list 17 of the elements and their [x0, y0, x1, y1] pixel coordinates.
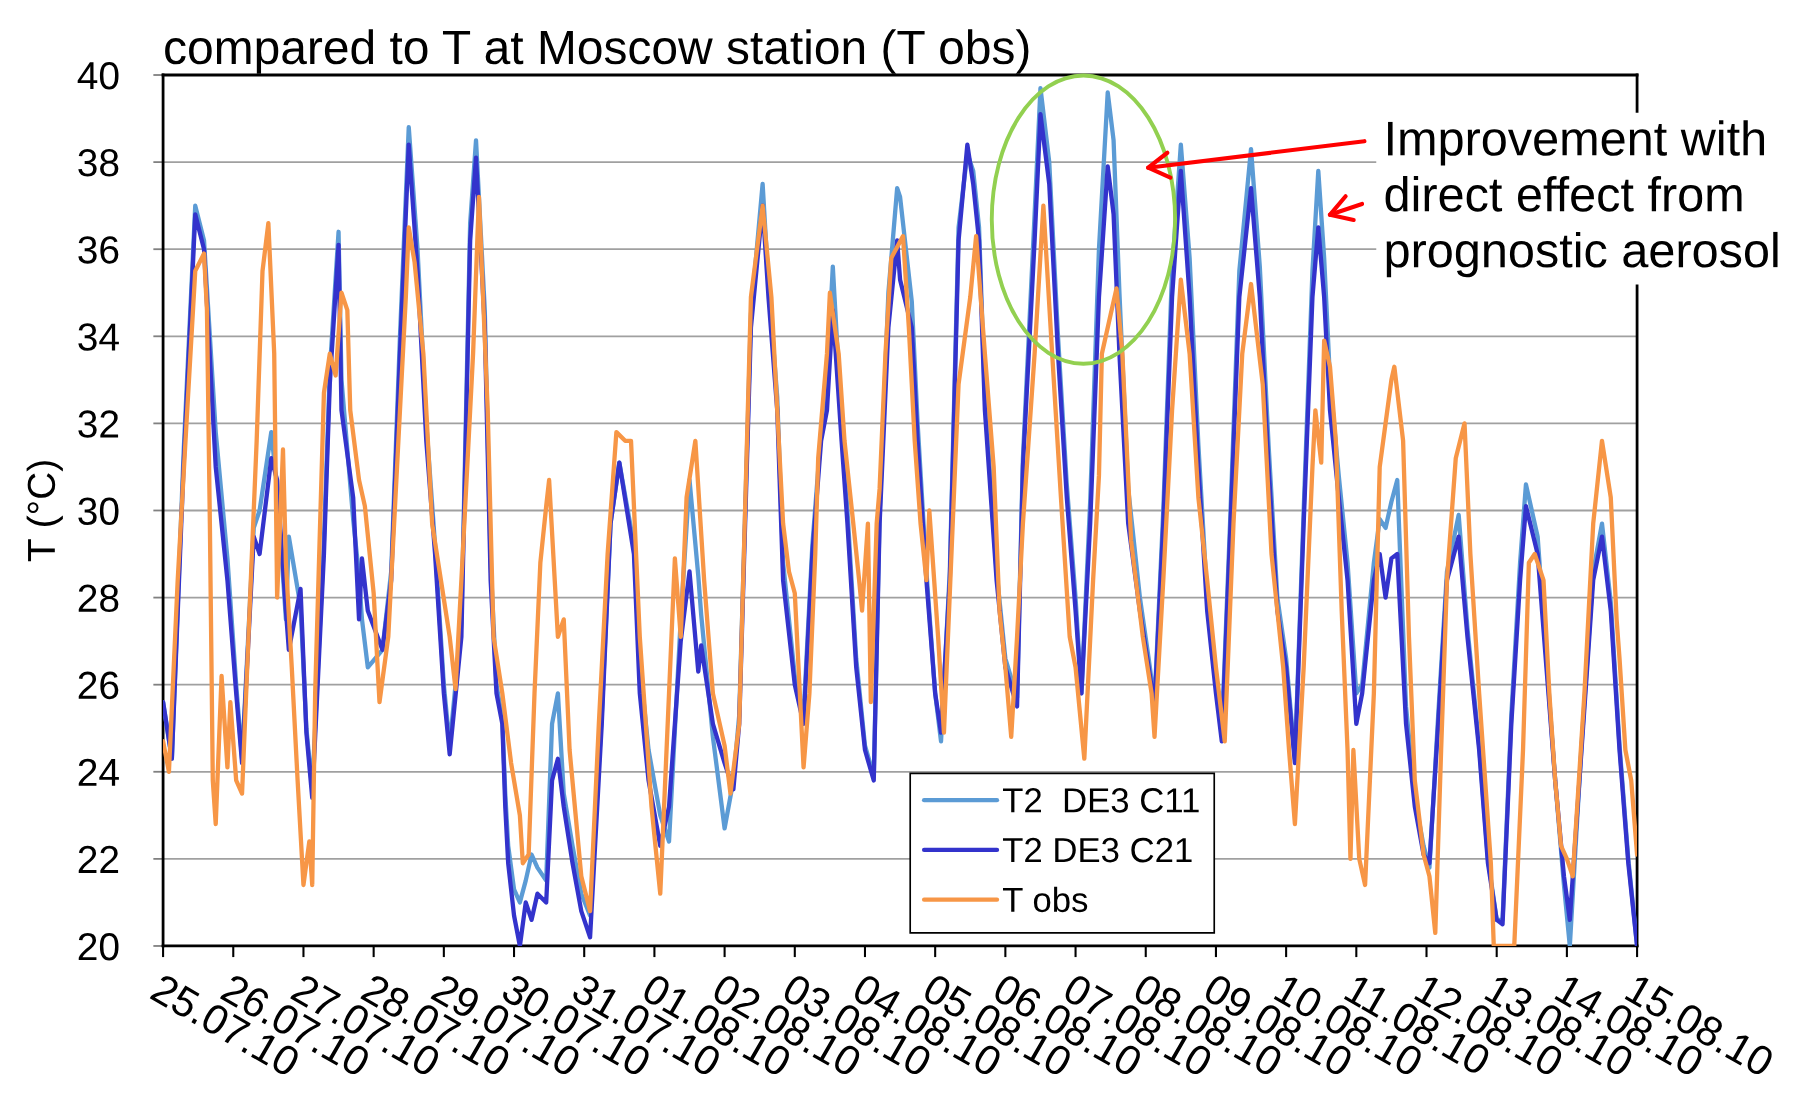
annotation: Improvement with direct effect from prognostic aerosol — [1385, 120, 1778, 278]
y-tick-label: 34 — [78, 323, 119, 351]
y-tick-label: 40 — [77, 61, 119, 90]
y-tick-label: 24 — [78, 758, 119, 786]
y-tick-label: 38 — [78, 149, 119, 177]
y-tick-label: 28 — [78, 584, 119, 613]
legend-label: T obs — [1003, 886, 1088, 913]
y-tick-label: 36 — [78, 236, 119, 264]
y-tick-label: 26 — [78, 671, 119, 700]
legend-label: T2 DE3 C11 — [1003, 788, 1199, 813]
legend-label: T2 DE3 C21 — [1003, 837, 1192, 863]
y-tick-label: 30 — [78, 497, 119, 525]
chart-title: compared to T at Moscow station (T obs) — [165, 29, 1029, 74]
y-axis-title: T (°C) — [26, 461, 63, 562]
y-tick-label: 32 — [78, 410, 119, 438]
y-tick-label: 22 — [78, 845, 119, 873]
y-tick-label: 20 — [78, 932, 119, 961]
